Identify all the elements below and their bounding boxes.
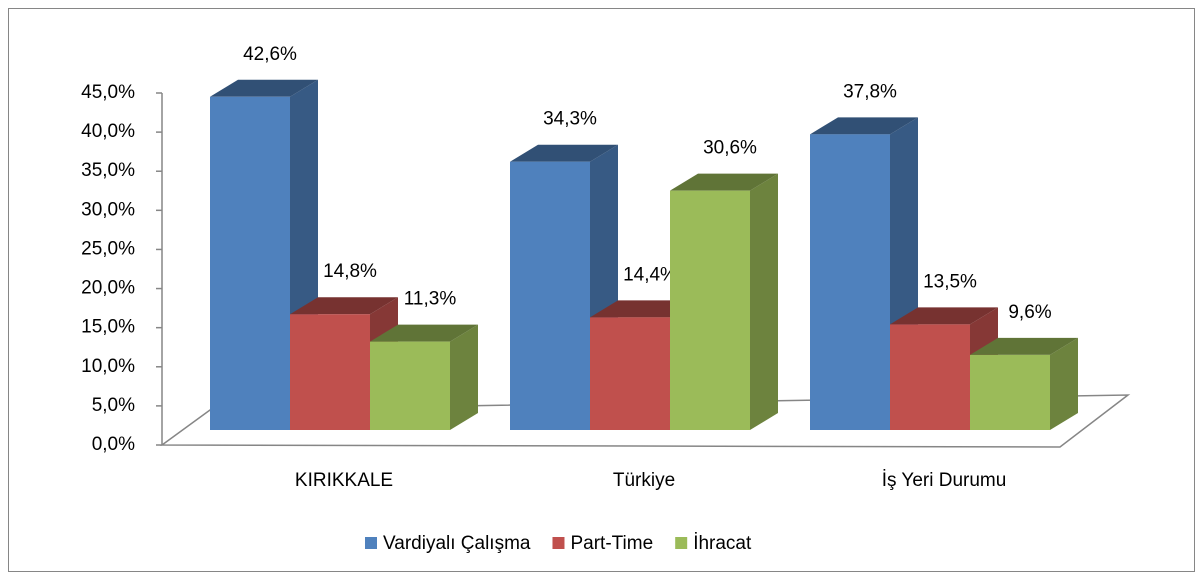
bar-top <box>370 324 478 342</box>
value-label: 37,8% <box>843 81 897 102</box>
legend-label: Vardiyalı Çalışma <box>383 533 531 554</box>
bar-side <box>1050 337 1078 430</box>
bar-side <box>450 324 478 430</box>
bar <box>970 354 1050 430</box>
x-tick-label: İş Yeri Durumu <box>882 470 1007 491</box>
bar <box>810 134 890 430</box>
bar <box>510 161 590 430</box>
y-tick-label: 10,0% <box>81 356 135 377</box>
y-tick-label: 15,0% <box>81 317 135 338</box>
y-tick-label: 30,0% <box>81 199 135 220</box>
y-tick-label: 0,0% <box>92 434 135 455</box>
value-label: 9,6% <box>1008 302 1051 323</box>
bar-top <box>890 307 998 325</box>
bar-top <box>210 79 318 97</box>
bar-top <box>290 297 398 315</box>
bar <box>210 96 290 431</box>
y-tick-label: 25,0% <box>81 238 135 259</box>
value-label: 34,3% <box>543 109 597 130</box>
bar-top <box>670 173 778 191</box>
bar <box>890 324 970 430</box>
legend-label: İhracat <box>693 533 752 554</box>
legend-swatch <box>365 537 377 549</box>
bar <box>290 314 370 430</box>
value-label: 30,6% <box>703 138 757 159</box>
legend-swatch <box>675 537 688 549</box>
x-tick-label: KIRIKKALE <box>295 470 393 491</box>
value-label: 13,5% <box>923 271 977 292</box>
legend-swatch <box>552 537 565 549</box>
y-tick-label: 5,0% <box>92 395 135 416</box>
value-label: 11,3% <box>404 289 457 310</box>
bar <box>590 317 670 430</box>
bar-top <box>810 117 918 135</box>
y-tick-label: 35,0% <box>81 160 135 181</box>
y-tick-label: 45,0% <box>81 82 135 103</box>
value-label: 42,6% <box>243 44 297 65</box>
value-label: 14,8% <box>323 261 377 282</box>
bar-top <box>970 337 1078 355</box>
legend-label: Part-Time <box>570 533 653 554</box>
value-label: 14,4% <box>623 264 677 285</box>
x-tick-label: Türkiye <box>613 470 675 491</box>
y-tick-label: 40,0% <box>81 121 135 142</box>
bar <box>370 341 450 430</box>
y-tick-label: 20,0% <box>81 278 135 299</box>
bar-top <box>510 144 618 162</box>
bar-side <box>750 173 778 430</box>
bar <box>670 190 750 430</box>
